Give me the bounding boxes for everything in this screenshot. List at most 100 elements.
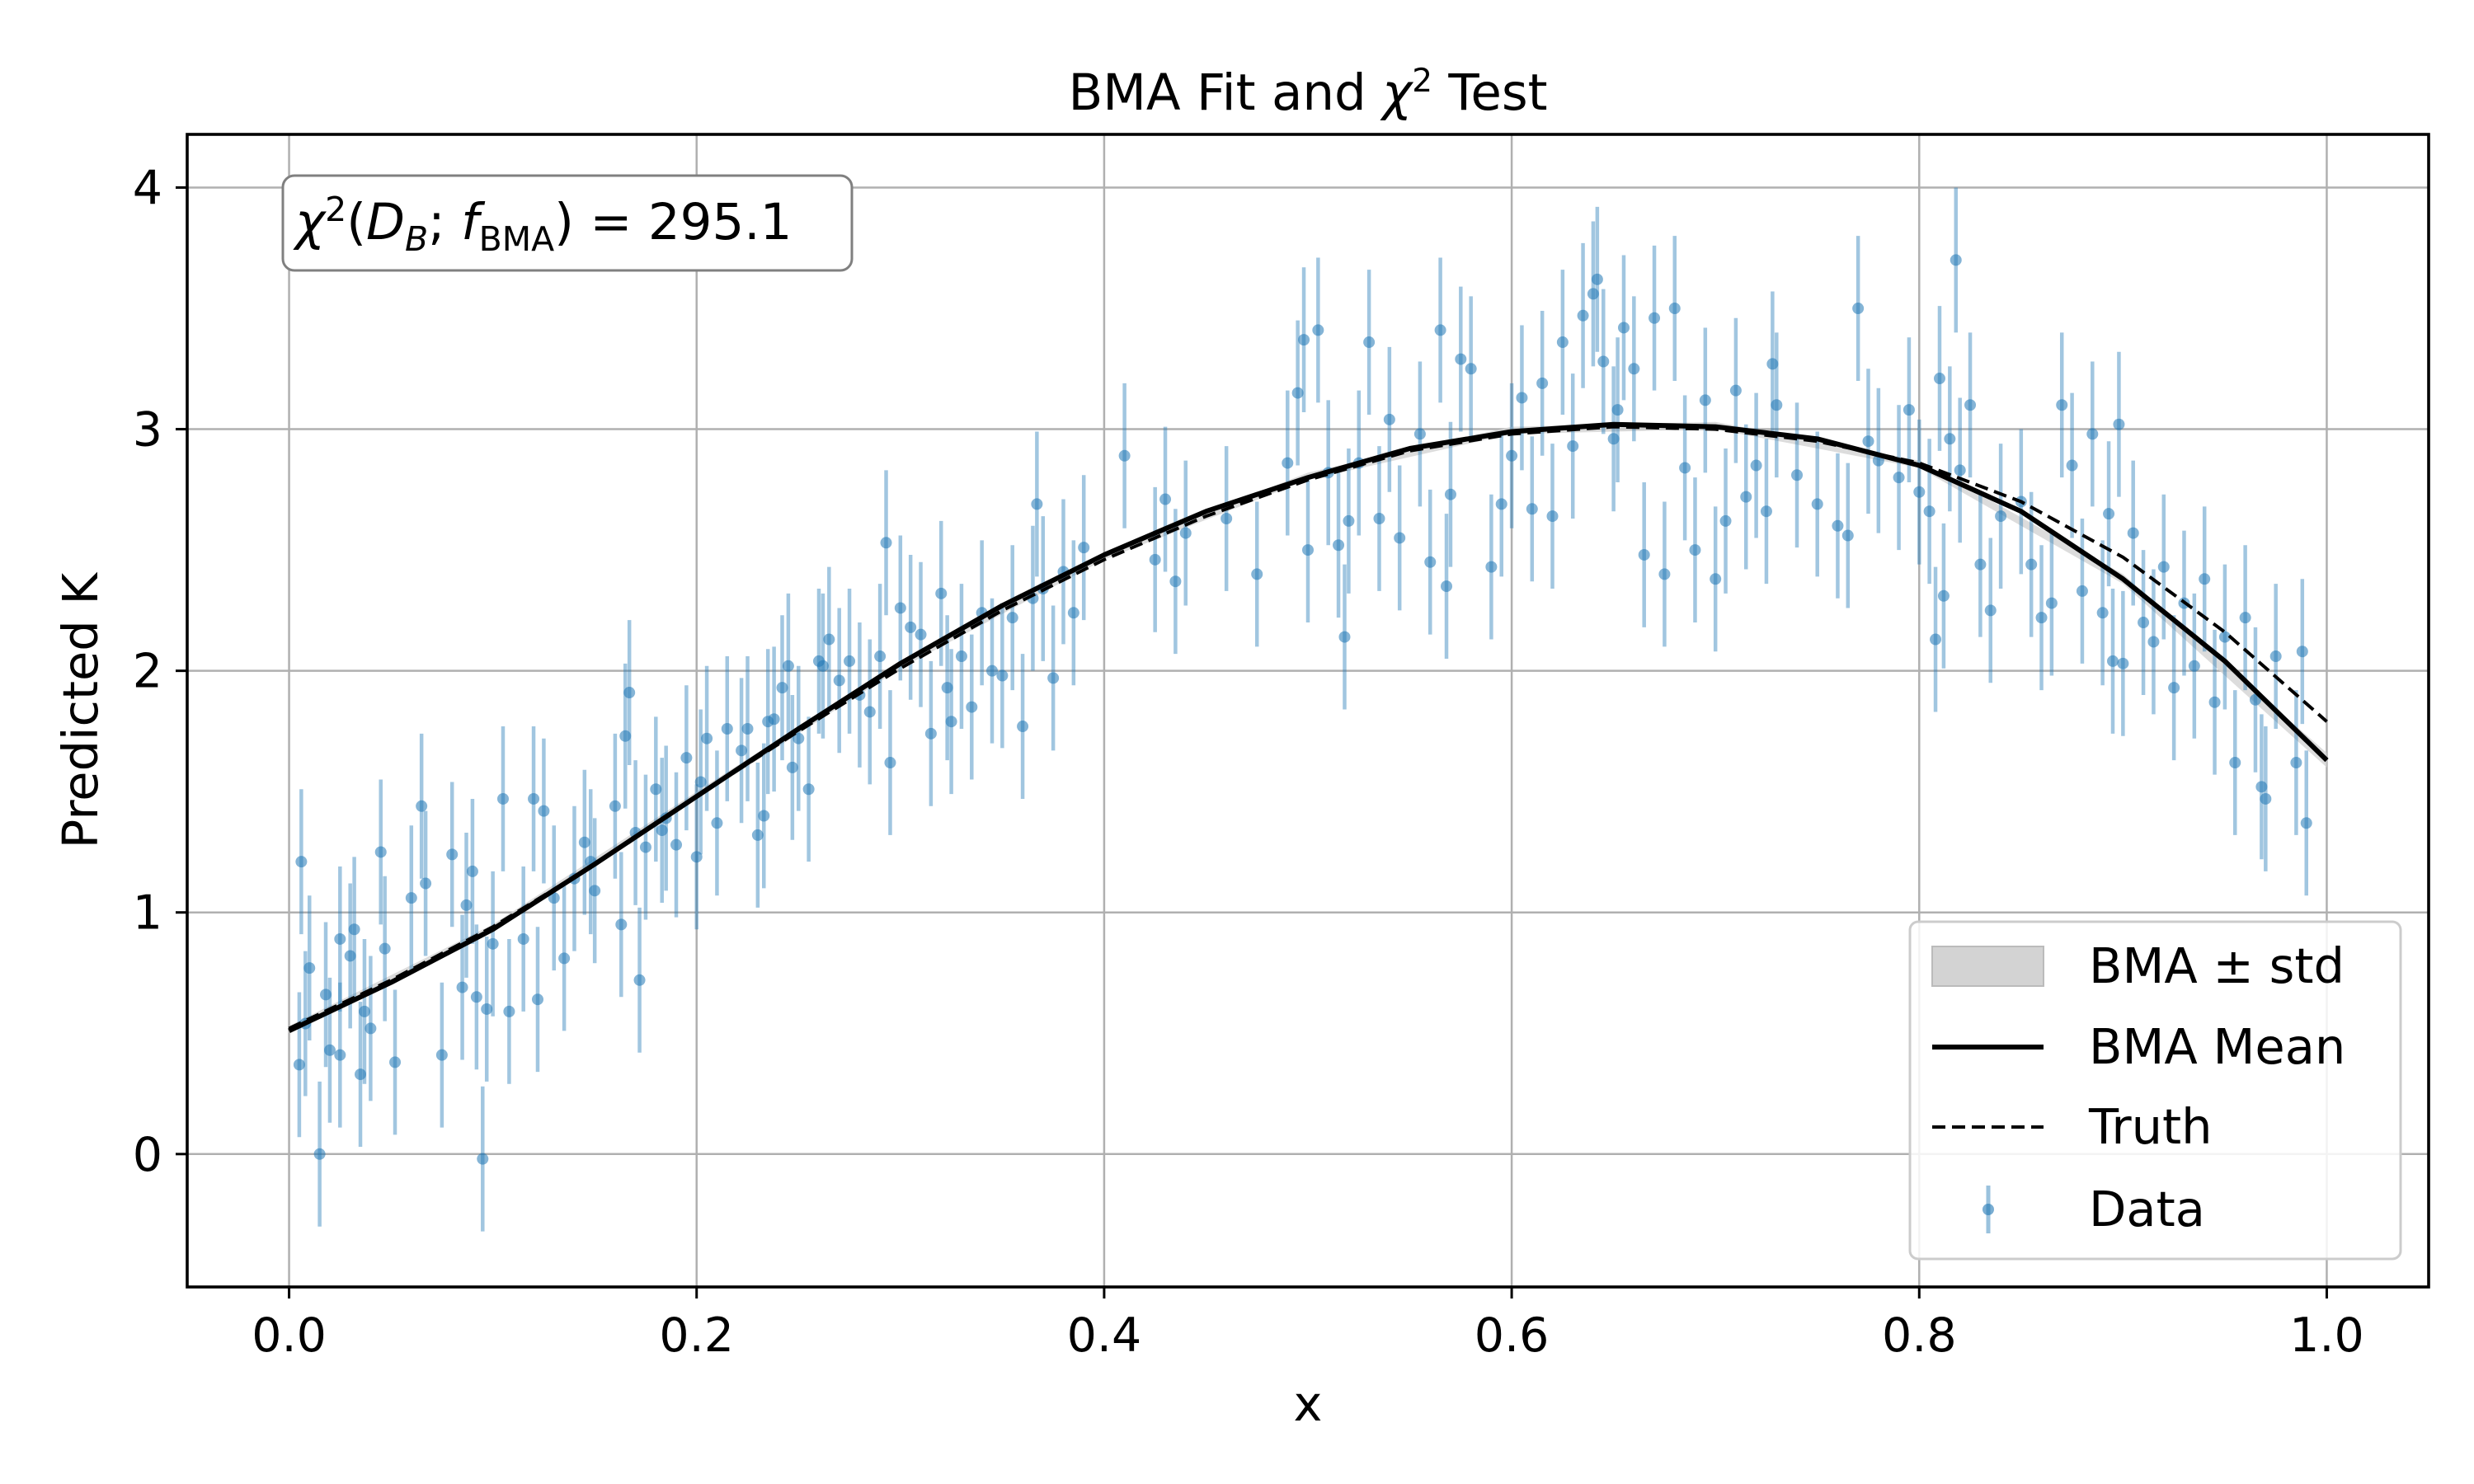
plot-frame — [186, 133, 2430, 1289]
data-point — [2269, 650, 2282, 663]
data-point — [548, 892, 560, 904]
data-point — [1771, 399, 1783, 411]
data-point — [996, 669, 1009, 682]
data-point — [2117, 657, 2129, 669]
data-point — [721, 722, 733, 735]
data-point — [1383, 413, 1395, 425]
y-tick-label: 0 — [133, 1128, 162, 1182]
data-point — [589, 885, 601, 897]
legend-label-truth: Truth — [2088, 1098, 2213, 1155]
data-point — [1536, 377, 1549, 389]
data-point — [1485, 561, 1498, 573]
data-point — [295, 856, 308, 868]
data-point — [1832, 519, 1844, 532]
data-point — [1638, 548, 1650, 561]
data-point — [1221, 513, 1233, 524]
data-point — [1516, 392, 1528, 404]
data-point — [435, 1049, 448, 1061]
data-point — [1577, 309, 1589, 322]
data-point — [680, 752, 693, 764]
data-point — [1811, 498, 1823, 510]
data-point — [578, 836, 590, 848]
data-point — [2300, 817, 2312, 829]
data-point — [1658, 568, 1671, 580]
data-point — [1526, 503, 1538, 515]
annotation-box — [281, 174, 854, 272]
data-point — [531, 993, 543, 1006]
data-point — [1343, 514, 1355, 527]
data-point — [1995, 510, 2007, 523]
data-point — [2025, 558, 2038, 571]
legend-label-mean: BMA Mean — [2089, 1018, 2345, 1075]
data-point — [670, 838, 683, 851]
data-point — [741, 722, 754, 735]
data-point — [1338, 631, 1351, 643]
data-point — [1679, 462, 1691, 474]
data-point — [481, 1003, 493, 1015]
data-point — [1394, 532, 1406, 544]
data-point — [446, 848, 459, 861]
data-point — [935, 587, 948, 599]
data-point — [751, 829, 764, 841]
data-point — [894, 602, 906, 614]
x-tick-label: 0.4 — [1067, 1308, 1142, 1363]
data-point — [782, 660, 794, 672]
data-point — [320, 989, 332, 1001]
data-point — [619, 730, 632, 742]
y-tick-label: 3 — [133, 403, 162, 458]
data-point — [1251, 568, 1263, 580]
data-point — [945, 716, 957, 728]
data-point — [355, 1068, 367, 1081]
data-point — [2096, 607, 2109, 619]
data-point — [1862, 435, 1874, 448]
data-point — [1291, 387, 1304, 399]
data-point — [1933, 373, 1945, 385]
data-point — [1649, 312, 1661, 324]
data-point — [2168, 682, 2180, 694]
x-tick-label: 1.0 — [2289, 1308, 2364, 1363]
data-point — [1954, 464, 1966, 477]
data-point — [374, 846, 387, 858]
data-point — [1567, 440, 1579, 453]
data-point — [802, 783, 815, 796]
data-point — [1913, 486, 1926, 498]
data-point — [2199, 573, 2211, 585]
data-point — [1628, 363, 1640, 375]
data-point — [2076, 585, 2088, 597]
data-point — [1363, 336, 1376, 349]
data-point — [1067, 607, 1079, 619]
data-point — [1591, 273, 1603, 285]
data-point — [487, 937, 499, 950]
data-point — [1149, 553, 1161, 566]
data-point — [1455, 353, 1467, 365]
y-tick-label: 2 — [133, 645, 162, 699]
data-point — [477, 1153, 489, 1165]
data-point — [517, 932, 529, 945]
data-point — [1699, 394, 1711, 406]
data-point — [2056, 399, 2068, 411]
data-point — [2296, 646, 2308, 658]
x-tick-label: 0.0 — [252, 1308, 327, 1363]
data-point — [348, 923, 360, 936]
data-point — [1587, 288, 1599, 300]
data-point — [313, 1148, 326, 1160]
legend-label-data: Data — [2089, 1181, 2205, 1237]
data-point — [2229, 757, 2241, 769]
data-point — [905, 621, 917, 633]
data-point — [1302, 544, 1314, 556]
data-point — [615, 918, 628, 931]
data-point — [1903, 404, 1915, 416]
data-point — [833, 674, 845, 687]
data-point — [2218, 631, 2231, 643]
data-point — [1791, 469, 1804, 481]
data-point — [456, 981, 468, 993]
chi-square-annotation: χ2(DB; fBMA) = 295.1 — [281, 174, 854, 272]
data-point — [1974, 558, 1987, 571]
data-point — [2066, 459, 2078, 472]
data-point — [1617, 322, 1630, 334]
data-point — [941, 682, 953, 694]
chart-title: BMA Fit and χ2 Test — [1068, 63, 1547, 122]
data-point — [1444, 488, 1456, 500]
data-point — [1984, 604, 1997, 617]
data-point — [1607, 433, 1620, 445]
